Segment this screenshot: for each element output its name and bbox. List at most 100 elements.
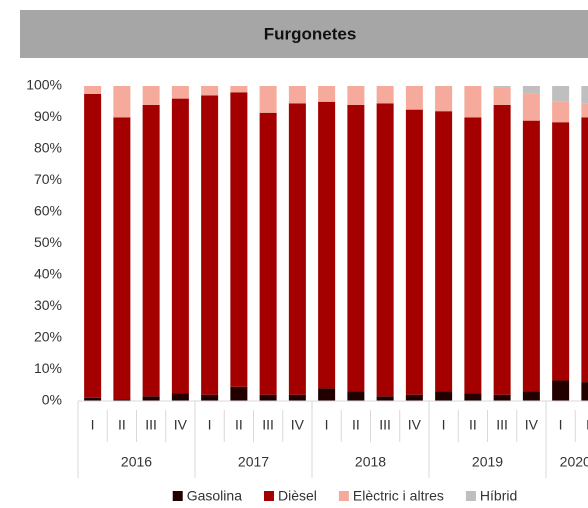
bar-segment: [201, 86, 219, 96]
bar-segment: [405, 109, 423, 395]
legend-label: Gasolina: [187, 488, 242, 504]
x-tick-label: III: [145, 417, 157, 433]
bar-segment: [230, 386, 248, 401]
bar-segment: [347, 104, 365, 392]
bar-segment: [493, 104, 511, 395]
legend-swatch: [263, 491, 274, 501]
bar-segment: [171, 393, 189, 401]
bar-segment: [84, 86, 102, 94]
x-tick-label: I: [559, 417, 563, 433]
bar-segment: [435, 391, 453, 401]
bar-segment: [581, 117, 588, 383]
x-tick-label: IV: [174, 417, 188, 433]
x-tick-label: I: [325, 417, 329, 433]
x-tick-label: IV: [525, 417, 539, 433]
y-tick-label: 70%: [34, 171, 62, 187]
bar-segment: [113, 399, 131, 401]
legend-swatch: [172, 491, 183, 501]
bar-segment: [464, 393, 482, 401]
y-tick-label: 50%: [34, 234, 62, 250]
bar-segment: [522, 120, 540, 392]
bar-segment: [171, 98, 189, 394]
group-label: 2020: [560, 454, 588, 470]
bar-segment: [171, 86, 189, 99]
bar-segment: [493, 87, 511, 105]
y-tick-label: 100%: [26, 77, 62, 93]
x-tick-label: II: [352, 417, 360, 433]
legend-swatch: [338, 491, 349, 501]
bar-segment: [113, 86, 131, 118]
bar-segment: [405, 86, 423, 110]
bar-segment: [552, 380, 570, 401]
x-tick-label: IV: [291, 417, 305, 433]
title-box: [20, 10, 588, 58]
bar-segment: [552, 122, 570, 381]
bar-segment: [435, 86, 453, 112]
chart-title: Furgonetes: [264, 24, 357, 43]
x-tick-label: I: [91, 417, 95, 433]
bar-segment: [376, 103, 394, 397]
x-tick-label: I: [208, 417, 212, 433]
bar-segment: [347, 391, 365, 401]
bar-segment: [552, 101, 570, 123]
bar-segment: [581, 103, 588, 118]
bar-segment: [376, 396, 394, 401]
bar-segment: [259, 112, 277, 395]
x-tick-label: III: [379, 417, 391, 433]
bar-segment: [142, 396, 160, 401]
bar-segment: [464, 117, 482, 394]
bar-segment: [493, 394, 511, 401]
x-tick-label: II: [586, 417, 588, 433]
y-tick-label: 30%: [34, 297, 62, 313]
y-tick-label: 80%: [34, 140, 62, 156]
bar-segment: [376, 86, 394, 104]
y-tick-label: 60%: [34, 203, 62, 219]
bar-segment: [405, 394, 423, 401]
bar-segment: [142, 86, 160, 105]
group-label: 2019: [472, 454, 503, 470]
y-tick-label: 10%: [34, 360, 62, 376]
bar-segment: [493, 86, 511, 88]
bar-segment: [522, 86, 540, 94]
bar-segment: [347, 86, 365, 105]
bar-segment: [318, 101, 336, 389]
bar-segment: [113, 117, 131, 400]
legend-label: Dièsel: [278, 488, 317, 504]
group-label: 2018: [355, 454, 386, 470]
x-tick-label: III: [496, 417, 508, 433]
group-label: 2016: [121, 454, 152, 470]
bar-segment: [552, 86, 570, 102]
y-tick-label: 90%: [34, 108, 62, 124]
bar-segment: [581, 86, 588, 104]
bar-segment: [581, 382, 588, 401]
x-tick-label: IV: [408, 417, 422, 433]
bar-segment: [435, 111, 453, 392]
bar-segment: [84, 93, 102, 398]
y-tick-label: 0%: [42, 392, 62, 408]
bar-segment: [201, 95, 219, 395]
x-tick-label: II: [118, 417, 126, 433]
bar-segment: [522, 391, 540, 401]
bar-segment: [288, 86, 306, 104]
bar-segment: [318, 86, 336, 102]
x-tick-label: III: [262, 417, 274, 433]
bar-segment: [201, 394, 219, 401]
bar-segment: [230, 92, 248, 387]
bar-segment: [318, 388, 336, 401]
x-tick-label: II: [469, 417, 477, 433]
legend-label: Híbrid: [480, 488, 517, 504]
y-tick-label: 20%: [34, 329, 62, 345]
bar-segment: [142, 104, 160, 397]
bar-segment: [288, 394, 306, 401]
bar-segment: [288, 103, 306, 395]
bar-segment: [259, 394, 277, 401]
bar-segment: [464, 86, 482, 118]
x-tick-label: I: [442, 417, 446, 433]
bar-segment: [259, 86, 277, 113]
bar-segment: [230, 86, 248, 93]
bar-segment: [522, 93, 540, 121]
legend-swatch: [465, 491, 476, 501]
x-tick-label: II: [235, 417, 243, 433]
